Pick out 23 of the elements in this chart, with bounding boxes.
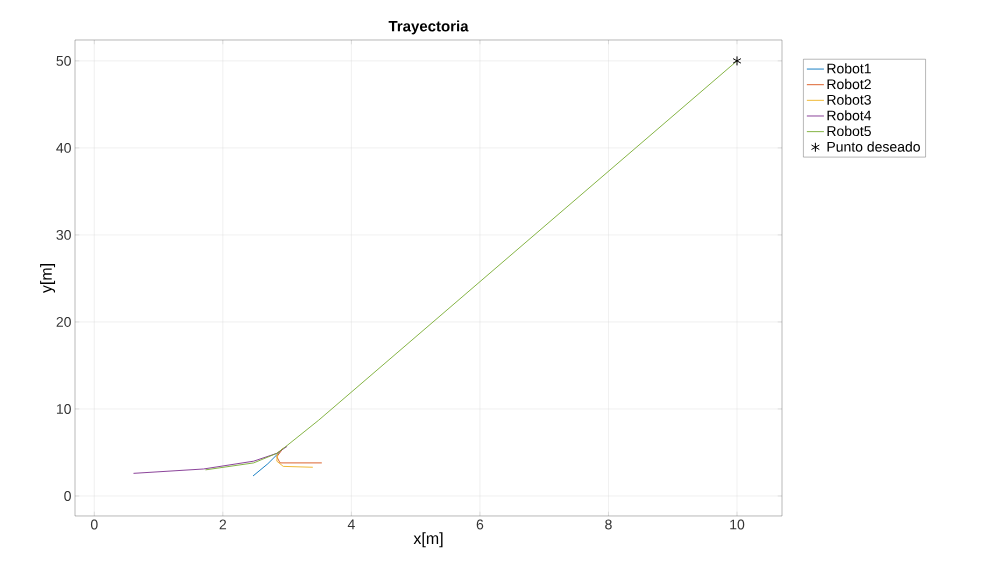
- y-tick-label: 10: [56, 403, 71, 414]
- legend-label: Robot4: [827, 110, 872, 121]
- legend-label: Robot5: [827, 125, 871, 137]
- y-tick-label: 20: [56, 316, 71, 327]
- legend-label: Punto deseado: [827, 141, 920, 152]
- x-tick-label: 10: [730, 519, 745, 530]
- x-axis-title: x[m]: [413, 532, 443, 548]
- x-tick-label: 0: [90, 519, 98, 530]
- y-tick-label: 40: [56, 142, 71, 153]
- legend-label: Robot3: [827, 94, 871, 105]
- x-tick-label: 6: [476, 519, 484, 530]
- chart-title: Trayectoria: [388, 20, 469, 35]
- x-tick-label: 2: [219, 519, 227, 530]
- line-series: [133, 445, 288, 474]
- y-axis-title: y[m]: [40, 264, 56, 294]
- y-tick-label: 0: [64, 491, 71, 501]
- y-tick-label: 50: [56, 55, 71, 66]
- legend-label: Robot1: [827, 63, 871, 74]
- line-series: [205, 60, 738, 471]
- legend-label: Robot2: [827, 78, 871, 90]
- x-tick-label: 4: [347, 519, 355, 530]
- x-tick-label: 8: [605, 519, 612, 530]
- y-tick-label: 30: [56, 229, 71, 240]
